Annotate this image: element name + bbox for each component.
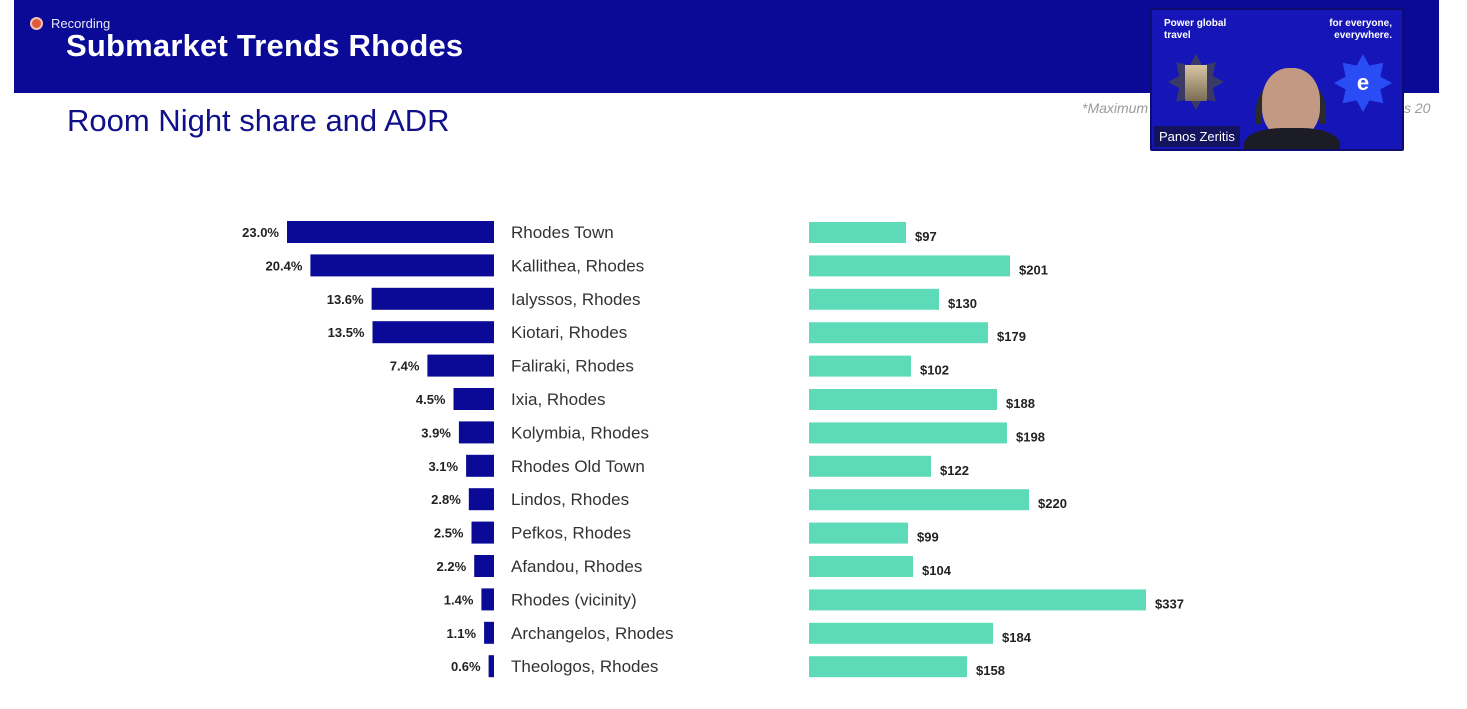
submarket-label: Pefkos, Rhodes — [511, 524, 631, 543]
brand-logo-icon: e — [1334, 54, 1392, 112]
adr-bar — [809, 455, 931, 477]
submarket-label: Ialyssos, Rhodes — [511, 290, 640, 309]
share-value-label: 2.5% — [434, 526, 464, 541]
adr-value-label: $337 — [1155, 596, 1184, 611]
share-bar — [287, 221, 494, 243]
promo-text-left: Power global travel — [1164, 18, 1227, 41]
submarket-label: Kiotari, Rhodes — [511, 323, 627, 342]
share-bar — [372, 321, 494, 344]
share-value-label: 3.1% — [428, 459, 458, 474]
recording-icon — [30, 16, 43, 30]
adr-value-label: $179 — [997, 329, 1026, 344]
adr-value-label: $198 — [1016, 429, 1045, 444]
brand-logo-letter: e — [1356, 70, 1370, 95]
building-icon — [1185, 65, 1207, 101]
share-bar — [468, 488, 494, 511]
submarket-label: Rhodes (vicinity) — [511, 590, 637, 609]
adr-value-label: $104 — [922, 563, 952, 578]
share-bar — [466, 454, 494, 477]
submarket-label: Kallithea, Rhodes — [511, 256, 644, 275]
submarket-label: Faliraki, Rhodes — [511, 357, 634, 376]
adr-value-label: $97 — [915, 229, 937, 244]
submarket-label: Rhodes Old Town — [511, 457, 645, 476]
participant-shirt — [1244, 128, 1340, 149]
share-bar — [458, 421, 494, 444]
slide-subtitle: Room Night share and ADR — [67, 103, 450, 138]
adr-bar — [809, 589, 1146, 611]
share-value-label: 3.9% — [421, 425, 451, 440]
submarket-label: Ixia, Rhodes — [511, 390, 606, 409]
chart: 23.0% 20.4% 13.6% 13.5% 7.4% 4.5% 3.9% 3.1% 2.8%… — [242, 221, 1184, 678]
submarket-label: Archangelos, Rhodes — [511, 624, 674, 643]
share-value-label: 2.8% — [431, 492, 461, 507]
adr-value-label: $102 — [920, 363, 949, 378]
share-bar — [484, 621, 494, 644]
adr-value-label: $122 — [940, 463, 969, 478]
adr-value-label: $220 — [1038, 496, 1067, 511]
share-value-label: 1.1% — [446, 626, 476, 641]
participant-face — [1262, 68, 1320, 138]
adr-value-label: $158 — [976, 663, 1005, 678]
share-value-label: 23.0% — [242, 225, 279, 240]
share-value-label: 2.2% — [437, 559, 467, 574]
share-bar — [474, 555, 494, 577]
share-value-label: 13.5% — [328, 325, 365, 340]
submarket-labels: Rhodes Town Kallithea, Rhodes Ialyssos, Rh… — [511, 223, 674, 676]
adr-bar — [809, 355, 911, 377]
submarket-label: Rhodes Town — [511, 223, 614, 242]
footnote-right: s 20 — [1404, 100, 1431, 116]
participant-video[interactable]: Power global travel for everyone, everyw… — [1150, 8, 1404, 151]
share-bar — [471, 521, 494, 544]
share-value-label: 1.4% — [444, 592, 474, 607]
adr-bar — [809, 522, 908, 544]
share-value-label: 0.6% — [451, 659, 481, 674]
submarket-label: Kolymbia, Rhodes — [511, 423, 649, 442]
submarket-label: Afandou, Rhodes — [511, 557, 642, 576]
promo-text-right: for everyone, everywhere. — [1329, 18, 1392, 41]
share-value-label: 20.4% — [266, 258, 303, 273]
adr-bar — [809, 622, 993, 644]
page-title: Submarket Trends Rhodes — [66, 28, 464, 63]
adr-bar — [809, 656, 967, 678]
adr-bar — [809, 422, 1007, 444]
recording-label: Recording — [51, 15, 111, 31]
share-value-label: 13.6% — [327, 292, 364, 307]
share-bar — [488, 655, 494, 678]
share-value-label: 7.4% — [390, 359, 420, 374]
adr-value-label: $184 — [1002, 630, 1032, 645]
share-bar — [310, 254, 494, 277]
share-bar — [427, 354, 494, 377]
share-value-label: 4.5% — [416, 392, 446, 407]
adr-bar — [809, 389, 997, 410]
adr-value-label: $99 — [917, 530, 939, 545]
footnote-left: *Maximum — [1082, 100, 1149, 116]
adr-bar — [809, 255, 1010, 277]
adr-bar — [809, 489, 1029, 511]
room-night-share-bars: 23.0% 20.4% 13.6% 13.5% 7.4% 4.5% 3.9% 3.1% 2.8%… — [242, 221, 494, 678]
submarket-label: Theologos, Rhodes — [511, 657, 658, 676]
recording-indicator: Recording — [30, 14, 110, 32]
adr-bar — [809, 556, 913, 577]
adr-bars: $97 $201 $130 $179 $102 $188 $198 $122 $220 $99 $1… — [809, 222, 1184, 678]
adr-bar — [809, 288, 939, 310]
share-bar — [453, 388, 494, 410]
adr-value-label: $130 — [948, 296, 977, 311]
share-bar — [481, 588, 494, 611]
adr-value-label: $188 — [1006, 396, 1035, 411]
share-bar — [371, 287, 494, 310]
submarket-label: Lindos, Rhodes — [511, 490, 629, 509]
adr-bar — [809, 222, 906, 243]
adr-bar — [809, 322, 988, 344]
participant-name: Panos Zeritis — [1154, 126, 1240, 147]
adr-value-label: $201 — [1019, 262, 1048, 277]
